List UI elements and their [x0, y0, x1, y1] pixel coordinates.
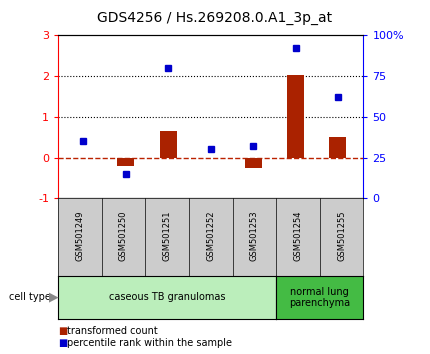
Text: ▶: ▶: [49, 291, 59, 304]
Text: normal lung
parenchyma: normal lung parenchyma: [289, 286, 350, 308]
Bar: [117, 158, 134, 166]
Text: GSM501253: GSM501253: [250, 210, 259, 261]
Text: percentile rank within the sample: percentile rank within the sample: [67, 338, 232, 348]
Text: ■: ■: [58, 326, 68, 336]
Bar: [160, 131, 177, 158]
Bar: [287, 75, 304, 158]
Text: GSM501255: GSM501255: [337, 210, 346, 261]
Text: ■: ■: [58, 338, 68, 348]
Text: caseous TB granulomas: caseous TB granulomas: [109, 292, 225, 302]
Text: GSM501254: GSM501254: [293, 210, 302, 261]
Text: cell type: cell type: [9, 292, 50, 302]
Bar: [245, 158, 261, 168]
Text: GSM501252: GSM501252: [206, 210, 215, 261]
Text: GSM501250: GSM501250: [119, 210, 128, 261]
Text: GSM501249: GSM501249: [75, 210, 84, 261]
Text: GSM501251: GSM501251: [163, 210, 172, 261]
Text: GDS4256 / Hs.269208.0.A1_3p_at: GDS4256 / Hs.269208.0.A1_3p_at: [98, 11, 332, 25]
Bar: [329, 137, 347, 158]
Text: transformed count: transformed count: [67, 326, 157, 336]
